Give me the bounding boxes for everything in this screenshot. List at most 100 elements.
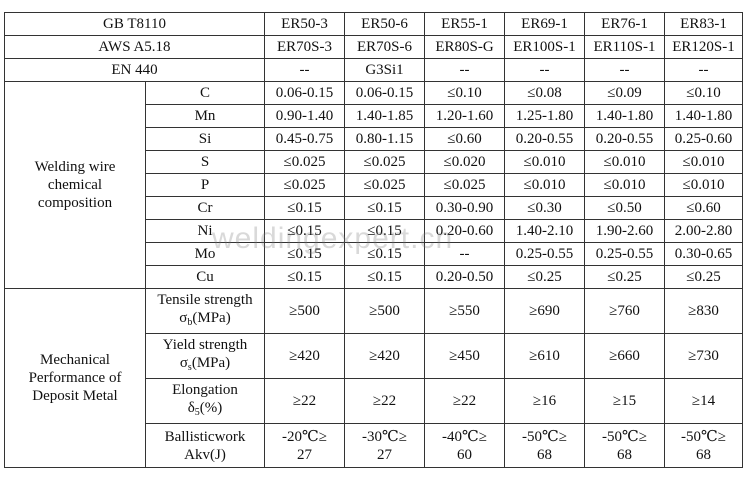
mechanical-value: ≥660	[584, 333, 665, 379]
impact-value: -30℃≥ 27	[344, 423, 425, 468]
mechanical-value: ≥22	[264, 378, 345, 424]
mechanical-value: ≥15	[584, 378, 665, 424]
mechanical-row: Elongation δ5(%) ≥22 ≥22 ≥22 ≥16 ≥15 ≥14	[5, 378, 743, 424]
chemical-value: 1.20-1.60	[424, 104, 505, 128]
element-label: Si	[145, 127, 265, 151]
grade-cell: ER76-1	[584, 12, 665, 36]
chemical-value: ≤0.60	[424, 127, 505, 151]
chemical-row: Welding wire chemical composition C 0.06-0…	[4, 81, 743, 289]
property-label: Elongation δ5(%)	[145, 378, 265, 424]
chemical-value: ≤0.10	[664, 81, 743, 105]
mechanical-value: ≥760	[584, 288, 665, 334]
impact-value-line: -30℃≥	[361, 428, 407, 445]
chemical-value: ≤0.15	[264, 196, 345, 220]
chemical-value: ≤0.25	[664, 265, 743, 289]
chemical-value: ≤0.15	[264, 265, 345, 289]
impact-value-line: -20℃≥	[281, 428, 327, 445]
chemical-value: ≤0.08	[504, 81, 585, 105]
mechanical-group-label: Mechanical Performance of Deposit Metal	[4, 288, 146, 468]
chemical-row: Cr ≤0.15 ≤0.15 0.30-0.90 ≤0.30 ≤0.50 ≤0.60	[5, 196, 743, 220]
mechanical-value: ≥22	[344, 378, 425, 424]
chemical-value: 0.80-1.15	[344, 127, 425, 151]
chemical-value: ≤0.010	[584, 150, 665, 174]
chemical-value: ≤0.09	[584, 81, 665, 105]
grade-cell: ER50-6	[344, 12, 425, 36]
element-label: Ni	[145, 219, 265, 243]
impact-value-line: -50℃≥	[521, 428, 567, 445]
chemical-value: 1.40-1.85	[344, 104, 425, 128]
element-label: Mo	[145, 242, 265, 266]
mechanical-value: ≥22	[424, 378, 505, 424]
chemical-value: 1.25-1.80	[504, 104, 585, 128]
grade-cell: ER80S-G	[424, 35, 505, 59]
impact-value: -50℃≥ 68	[584, 423, 665, 468]
standard-row: AWS A5.18 ER70S-3 ER70S-6 ER80S-G ER100S-1 ER…	[4, 35, 743, 59]
chemical-value: 0.25-0.60	[664, 127, 743, 151]
impact-value-line: -50℃≥	[680, 428, 726, 445]
chemical-value: ≤0.25	[504, 265, 585, 289]
element-label: Mn	[145, 104, 265, 128]
chemical-value: 1.40-2.10	[504, 219, 585, 243]
standard-label: GB T8110	[4, 12, 265, 36]
grade-cell: ER120S-1	[664, 35, 743, 59]
mechanical-value: ≥420	[264, 333, 345, 379]
chemical-row: Si 0.45-0.75 0.80-1.15 ≤0.60 0.20-0.55 0.20-0…	[5, 127, 743, 151]
property-name: Elongation	[172, 381, 238, 398]
chemical-value: ≤0.10	[424, 81, 505, 105]
chemical-value: 0.30-0.65	[664, 242, 743, 266]
chemical-value: ≤0.15	[264, 219, 345, 243]
impact-value: -40℃≥ 60	[424, 423, 505, 468]
chemical-row: Mn 0.90-1.40 1.40-1.85 1.20-1.60 1.25-1.80 1.…	[5, 104, 743, 128]
chemical-value: ≤0.15	[264, 242, 345, 266]
impact-label-line: Akv(J)	[184, 446, 226, 463]
impact-value-line: 68	[696, 446, 711, 463]
element-label: C	[145, 81, 265, 105]
grade-cell: ER50-3	[264, 12, 345, 36]
mechanical-value: ≥690	[504, 288, 585, 334]
impact-value-line: 27	[377, 446, 392, 463]
chemical-value: ≤0.010	[664, 150, 743, 174]
chemical-value: ≤0.010	[664, 173, 743, 197]
chemical-value: 0.20-0.55	[584, 127, 665, 151]
symbol: σ	[179, 309, 188, 326]
mechanical-value: ≥14	[664, 378, 743, 424]
grade-cell: ER69-1	[504, 12, 585, 36]
property-symbol: σs(MPa)	[148, 354, 262, 377]
chemical-value: 1.40-1.80	[584, 104, 665, 128]
chemical-value: ≤0.025	[424, 173, 505, 197]
grade-cell: ER55-1	[424, 12, 505, 36]
grade-cell: --	[504, 58, 585, 82]
symbol-subscript: s	[187, 361, 192, 373]
mechanical-value: ≥830	[664, 288, 743, 334]
chemical-value: ≤0.010	[584, 173, 665, 197]
symbol: δ	[187, 399, 195, 416]
chemical-value: 2.00-2.80	[664, 219, 743, 243]
chemical-value: 0.90-1.40	[264, 104, 345, 128]
unit: (MPa)	[192, 309, 231, 326]
grade-cell: --	[264, 58, 345, 82]
impact-value-line: 27	[297, 446, 312, 463]
property-label: Yield strength σs(MPa)	[145, 333, 265, 379]
chemical-value: ≤0.020	[424, 150, 505, 174]
welding-wire-spec-table: GB T8110 ER50-3 ER50-6 ER55-1 ER69-1 ER76-1 ER…	[4, 12, 743, 468]
chemical-value: ≤0.15	[344, 265, 425, 289]
impact-label-line: Ballisticwork	[164, 428, 246, 445]
chemical-value: ≤0.025	[264, 150, 345, 174]
unit: (%)	[199, 399, 223, 416]
chemical-value: 1.90-2.60	[584, 219, 665, 243]
element-label: S	[145, 150, 265, 174]
impact-value-line: -50℃≥	[601, 428, 647, 445]
element-label: Cr	[145, 196, 265, 220]
symbol-subscript: 5	[194, 406, 200, 418]
impact-value-line: 68	[617, 446, 632, 463]
impact-row: Ballisticwork Akv(J) -20℃≥ 27 -30℃≥ 27 -40℃≥ 60…	[5, 423, 743, 468]
unit: (MPa)	[191, 354, 231, 371]
impact-value-line: 68	[537, 446, 552, 463]
chemical-value: 0.25-0.55	[584, 242, 665, 266]
element-label: P	[145, 173, 265, 197]
mechanical-value: ≥16	[504, 378, 585, 424]
mechanical-row: Mechanical Performance of Deposit Metal T…	[4, 288, 743, 468]
grade-cell: ER110S-1	[584, 35, 665, 59]
chemical-value: 0.20-0.60	[424, 219, 505, 243]
standard-row: EN 440 -- G3Si1 -- -- -- --	[4, 58, 743, 82]
